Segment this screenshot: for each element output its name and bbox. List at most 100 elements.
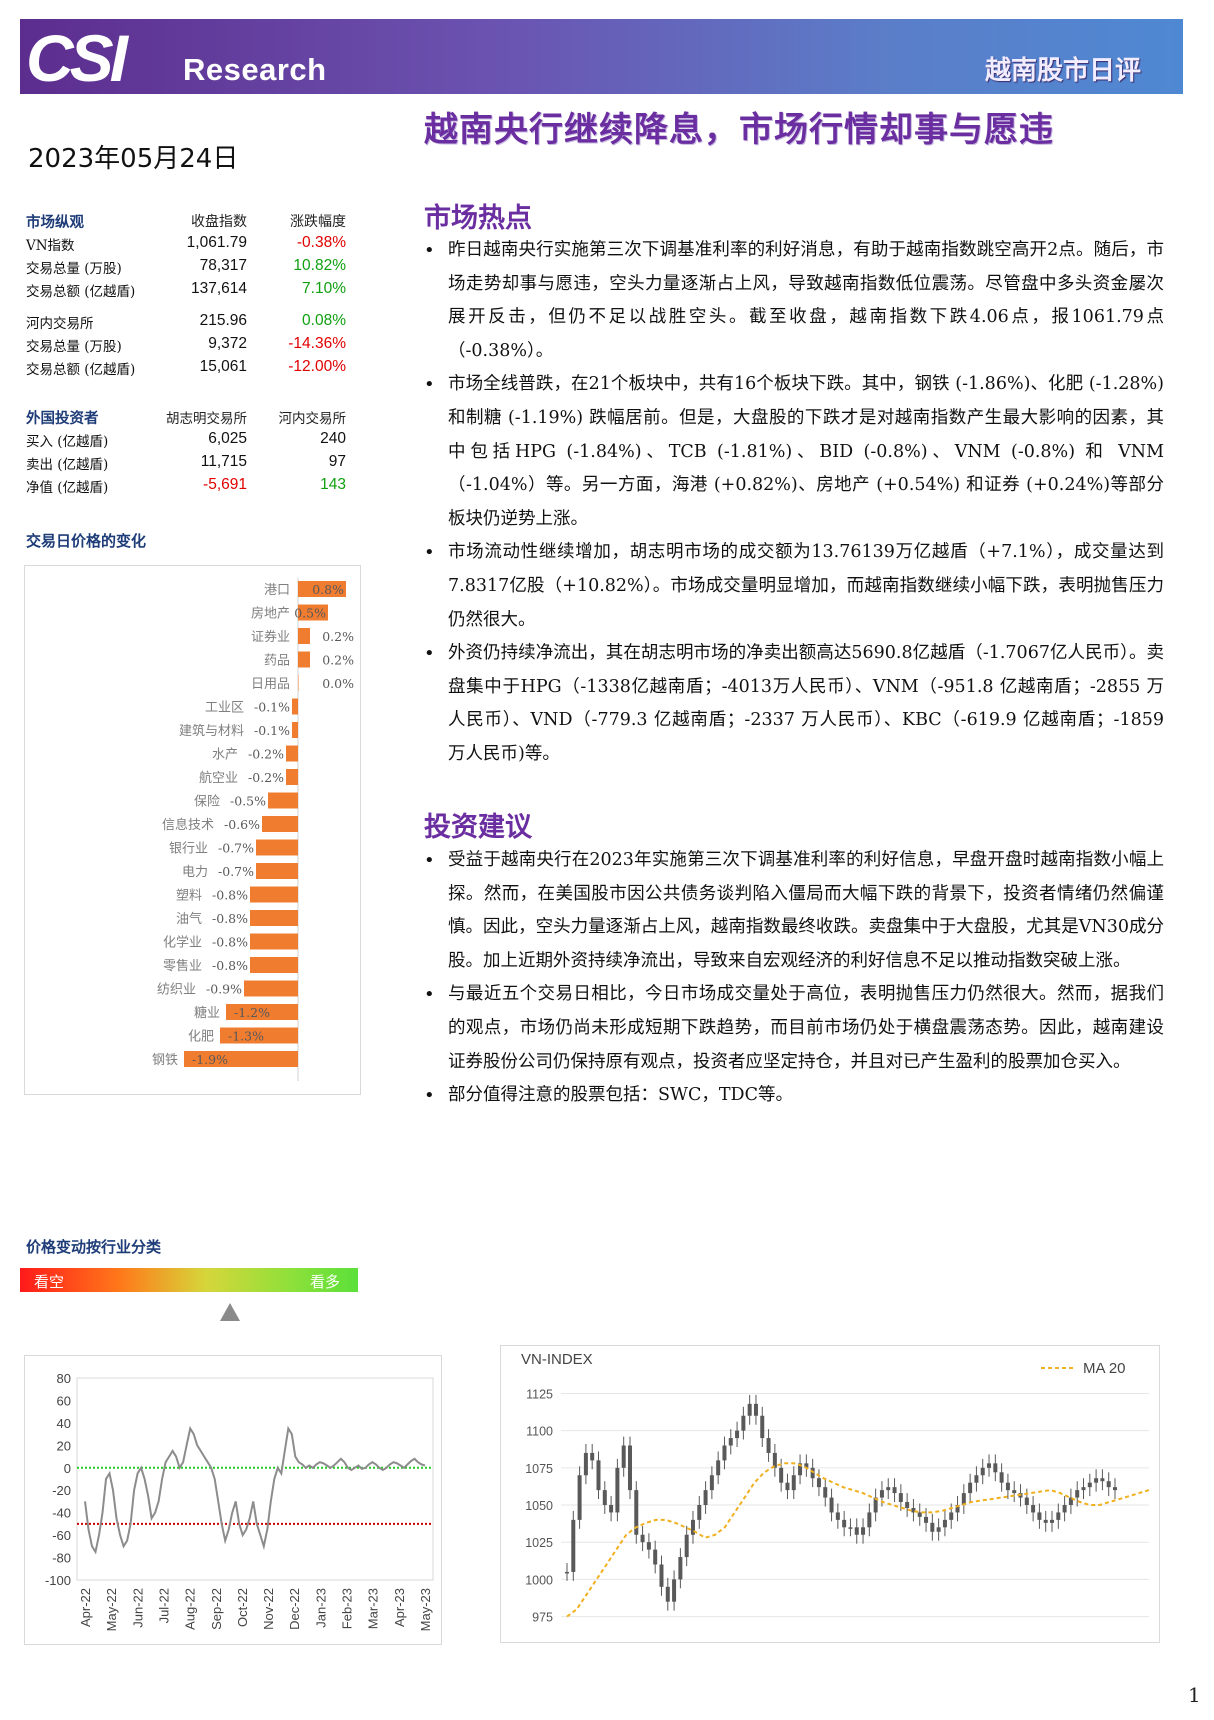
candle-body <box>1056 1512 1061 1520</box>
bar-category-label: 证券业 <box>251 629 290 645</box>
bullet-item: 部分值得注意的股票包括：SWC，TDC等。 <box>424 1079 1164 1113</box>
candle-body <box>760 1415 765 1439</box>
bar-mark <box>184 1051 298 1067</box>
bar-category-label: 建筑与材料 <box>179 723 244 739</box>
y-tick-label: -20 <box>52 1483 71 1498</box>
logo-text: CSI <box>26 27 130 89</box>
bar-category-label: 水产 <box>212 748 238 763</box>
header-label: 市场纵观 <box>26 215 84 231</box>
bar-value-label: 0.2% <box>322 653 354 668</box>
row-value: 215.96 <box>199 312 247 329</box>
candle-body <box>892 1487 897 1494</box>
y-tick-label: -100 <box>45 1573 71 1588</box>
candle-body <box>936 1527 941 1532</box>
candle-body <box>898 1493 903 1503</box>
candle-body <box>634 1490 639 1535</box>
candle-body <box>816 1478 821 1488</box>
market-overview-row: 交易总量 (万股) 78,317 10.82% <box>26 257 346 280</box>
row-change: 10.82% <box>293 257 346 274</box>
bar-value-label: -0.8% <box>212 911 248 926</box>
bar-value-label: 0.0% <box>322 676 354 691</box>
foreign-investors-header: 外国投资者 胡志明交易所 河内交易所 <box>26 407 346 430</box>
row-hcm: -5,691 <box>203 476 247 493</box>
investment-advice-title: 投资建议 <box>424 812 532 843</box>
candle-body <box>665 1586 670 1602</box>
x-tick-label: Apr-23 <box>392 1588 407 1627</box>
row-hnx: 97 <box>328 453 346 470</box>
bar-category-label: 零售业 <box>163 958 202 974</box>
header-banner <box>20 19 1183 94</box>
row-label: 卖出 (亿越盾) <box>26 457 109 473</box>
candle-body <box>1012 1490 1017 1494</box>
x-tick-label: Jan-23 <box>313 1588 328 1628</box>
candle-body <box>1100 1478 1105 1482</box>
bar-mark <box>226 1004 298 1020</box>
market-hot-title: 市场热点 <box>424 203 532 234</box>
candle-body <box>911 1507 916 1513</box>
bar-category-label: 电力 <box>182 865 208 880</box>
header-hnx: 河内交易所 <box>278 411 347 427</box>
y-tick-label: 0 <box>64 1461 71 1476</box>
oscillator-svg: 80 60 40 20 0 -20 -40 -60 -80 -100 Apr-22 May-22 Jun… <box>45 1371 434 1631</box>
row-value: 78,317 <box>199 257 247 274</box>
y-tick-label: 60 <box>57 1393 71 1408</box>
bar-mark <box>256 863 298 879</box>
candle-body <box>1113 1487 1117 1491</box>
csi-logo: CSI <box>26 27 134 89</box>
candle-body <box>1050 1519 1055 1523</box>
candle-body <box>703 1490 708 1505</box>
bar-value-label: -0.2% <box>248 770 284 785</box>
candle-body <box>804 1463 809 1468</box>
candle-body <box>779 1467 784 1483</box>
market-hot-list: 昨日越南央行实施第三次下调基准利率的利好消息，有助于越南指数跳空高开2点。随后，… <box>424 234 1164 772</box>
bar-mark <box>220 1027 298 1044</box>
market-overview-header: 市场纵观 收盘指数 涨跌幅度 <box>26 211 346 234</box>
candle-body <box>1075 1490 1080 1498</box>
x-tick-label: Jul-22 <box>156 1588 171 1623</box>
header-change: 涨跌幅度 <box>290 214 346 230</box>
bar-mark <box>292 698 298 715</box>
y-tick-label: 1125 <box>526 1387 553 1401</box>
x-tick-label: Aug-22 <box>183 1588 198 1630</box>
header-hcm: 胡志明交易所 <box>166 411 247 427</box>
x-tick-label: Nov-22 <box>261 1588 276 1630</box>
sector-chart-title: 交易日价格的变化 <box>26 532 147 550</box>
bar-value-label: -0.9% <box>206 982 242 997</box>
candle-body <box>565 1571 569 1574</box>
bar-value-label: -0.6% <box>224 817 260 832</box>
bar-value-label: -0.2% <box>248 747 284 762</box>
row-value: 9,372 <box>208 335 247 352</box>
row-label: 交易总额 (亿越盾) <box>26 362 136 378</box>
bullet-item: 与最近五个交易日相比，今日市场成交量处于高位，表明抛售压力仍然很大。然而，据我们… <box>424 978 1164 1079</box>
candle-body <box>987 1463 992 1468</box>
candle-body <box>577 1475 582 1520</box>
bar-mark <box>298 675 299 691</box>
sector-bar-chart: 港口 0.8% 房地产 0.5% 证券业 0.2% 药品 0.2% 日用品 0.0% 工业区 -0.1… <box>24 565 361 1095</box>
row-change: -12.00% <box>288 358 346 375</box>
candle-body <box>571 1519 576 1572</box>
bar-value-label: -1.9% <box>192 1052 228 1067</box>
bar-value-label: -0.8% <box>212 888 248 903</box>
bar-mark <box>250 933 298 950</box>
candle-body <box>905 1502 910 1508</box>
candle-body <box>829 1497 834 1513</box>
bar-category-label: 银行业 <box>169 842 208 857</box>
candle-body <box>867 1512 872 1528</box>
row-hnx: 143 <box>320 476 346 493</box>
candle-body <box>1037 1512 1042 1520</box>
candle-body <box>1031 1505 1036 1513</box>
bar-category-label: 航空业 <box>199 770 238 786</box>
bar-mark <box>292 722 298 738</box>
candle-body <box>785 1482 790 1491</box>
row-label: 净值 (亿越盾) <box>26 480 109 496</box>
candle-body <box>999 1472 1004 1483</box>
bar-category-label: 钢铁 <box>152 1053 178 1068</box>
page-number: 1 <box>1188 1683 1201 1707</box>
y-tick-label: 1000 <box>525 1573 553 1587</box>
candle-body <box>747 1403 752 1416</box>
bar-mark <box>250 957 298 973</box>
candle-body <box>980 1467 985 1476</box>
candle-body <box>615 1467 620 1513</box>
bar-mark <box>298 581 346 597</box>
bullish-label: 看多 <box>310 1273 341 1291</box>
